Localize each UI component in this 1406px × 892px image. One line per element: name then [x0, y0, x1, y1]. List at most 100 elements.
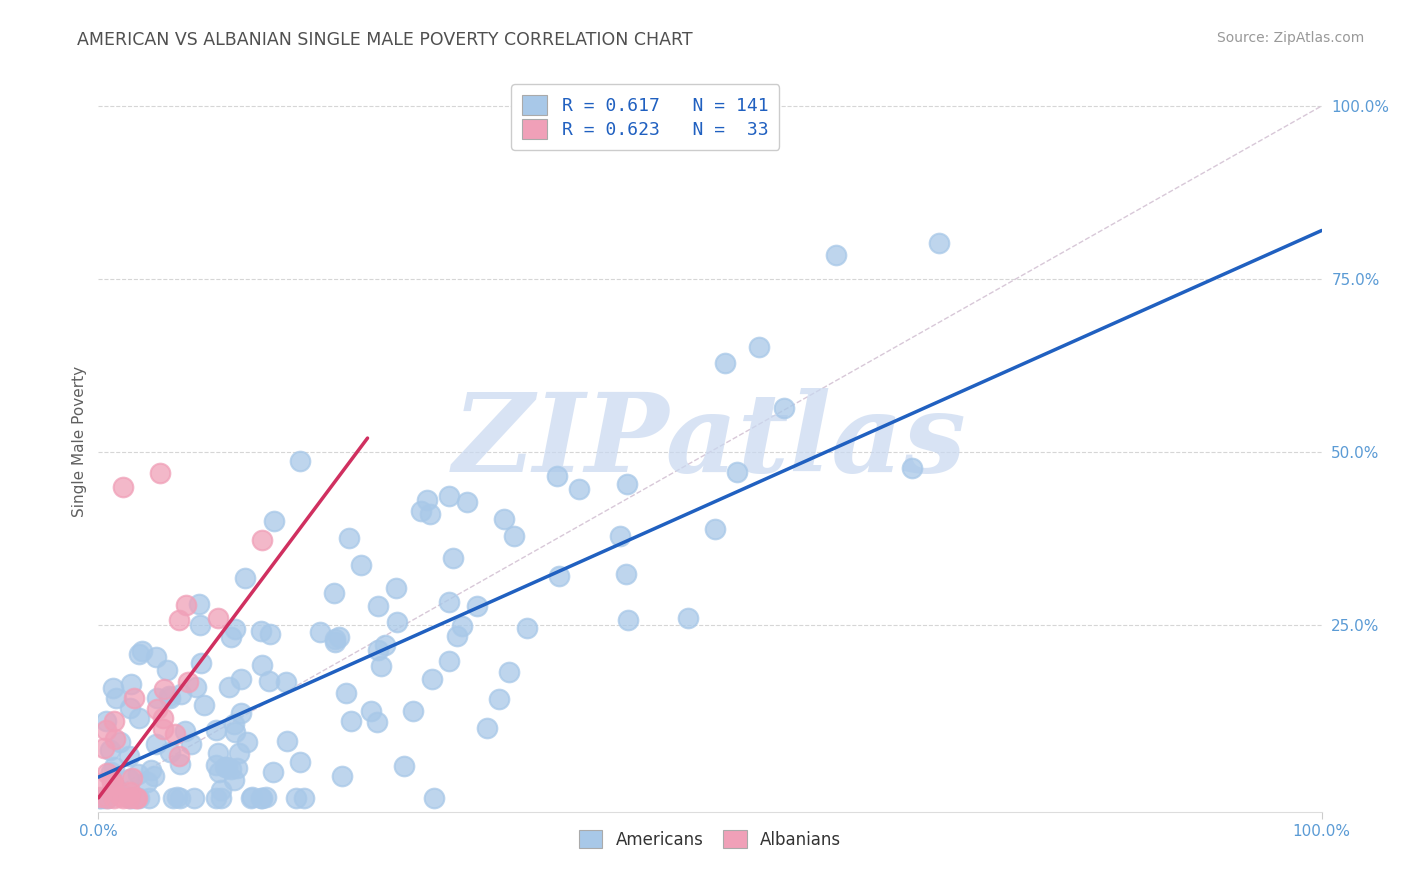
Point	[128, 711, 150, 725]
Point	[224, 773, 246, 788]
Point	[103, 790, 125, 805]
Point	[177, 675, 200, 690]
Point	[208, 764, 231, 779]
Point	[190, 656, 212, 670]
Point	[330, 769, 353, 783]
Point	[446, 629, 468, 643]
Point	[100, 765, 122, 780]
Point	[170, 687, 193, 701]
Point	[187, 597, 209, 611]
Point	[254, 789, 277, 804]
Point	[456, 494, 478, 508]
Point	[772, 401, 794, 415]
Point	[205, 723, 228, 737]
Point	[340, 714, 363, 728]
Point	[146, 701, 169, 715]
Point	[290, 454, 312, 468]
Point	[103, 714, 125, 728]
Point	[112, 790, 135, 805]
Point	[250, 790, 273, 805]
Point	[127, 767, 149, 781]
Point	[250, 658, 273, 673]
Point	[100, 776, 122, 790]
Point	[492, 512, 515, 526]
Point	[616, 477, 638, 491]
Point	[285, 790, 308, 805]
Point	[475, 721, 498, 735]
Point	[146, 690, 169, 705]
Point	[219, 630, 242, 644]
Point	[367, 599, 389, 613]
Point	[117, 790, 139, 805]
Point	[288, 755, 311, 769]
Point	[131, 643, 153, 657]
Point	[309, 625, 332, 640]
Point	[546, 469, 568, 483]
Point	[419, 507, 441, 521]
Point	[165, 727, 187, 741]
Point	[374, 638, 396, 652]
Point	[122, 690, 145, 705]
Point	[207, 746, 229, 760]
Point	[236, 735, 259, 749]
Point	[276, 734, 298, 748]
Point	[294, 790, 316, 805]
Point	[323, 586, 346, 600]
Point	[145, 650, 167, 665]
Point	[143, 769, 166, 783]
Y-axis label: Single Male Poverty: Single Male Poverty	[72, 366, 87, 517]
Point	[325, 632, 347, 646]
Point	[108, 734, 131, 748]
Point	[676, 611, 699, 625]
Point	[222, 717, 245, 731]
Point	[125, 790, 148, 805]
Point	[184, 681, 207, 695]
Point	[94, 714, 117, 728]
Point	[145, 738, 167, 752]
Point	[725, 465, 748, 479]
Point	[89, 790, 111, 805]
Point	[118, 701, 141, 715]
Point	[226, 761, 249, 775]
Point	[162, 790, 184, 805]
Point	[108, 789, 131, 804]
Text: ZIPatlas: ZIPatlas	[453, 388, 967, 495]
Point	[218, 680, 240, 694]
Point	[135, 775, 157, 789]
Point	[240, 790, 263, 805]
Point	[93, 740, 115, 755]
Point	[111, 479, 134, 493]
Point	[193, 698, 215, 713]
Point	[928, 236, 950, 251]
Point	[385, 581, 408, 595]
Point	[385, 615, 408, 629]
Text: Source: ZipAtlas.com: Source: ZipAtlas.com	[1216, 31, 1364, 45]
Point	[93, 790, 115, 805]
Point	[231, 706, 253, 720]
Point	[229, 672, 252, 686]
Point	[274, 675, 297, 690]
Point	[240, 790, 263, 805]
Point	[169, 790, 191, 805]
Point	[89, 790, 111, 805]
Point	[616, 613, 638, 627]
Point	[337, 531, 360, 545]
Text: AMERICAN VS ALBANIAN SINGLE MALE POVERTY CORRELATION CHART: AMERICAN VS ALBANIAN SINGLE MALE POVERTY…	[77, 31, 693, 49]
Point	[402, 704, 425, 718]
Point	[156, 663, 179, 677]
Point	[103, 760, 125, 774]
Point	[96, 790, 118, 805]
Point	[498, 665, 520, 679]
Point	[118, 772, 141, 786]
Point	[233, 571, 256, 585]
Point	[205, 790, 228, 805]
Point	[609, 529, 631, 543]
Point	[100, 743, 122, 757]
Point	[439, 655, 461, 669]
Point	[416, 493, 439, 508]
Point	[117, 749, 139, 764]
Point	[128, 790, 150, 805]
Point	[167, 748, 190, 763]
Point	[103, 681, 125, 695]
Point	[437, 595, 460, 609]
